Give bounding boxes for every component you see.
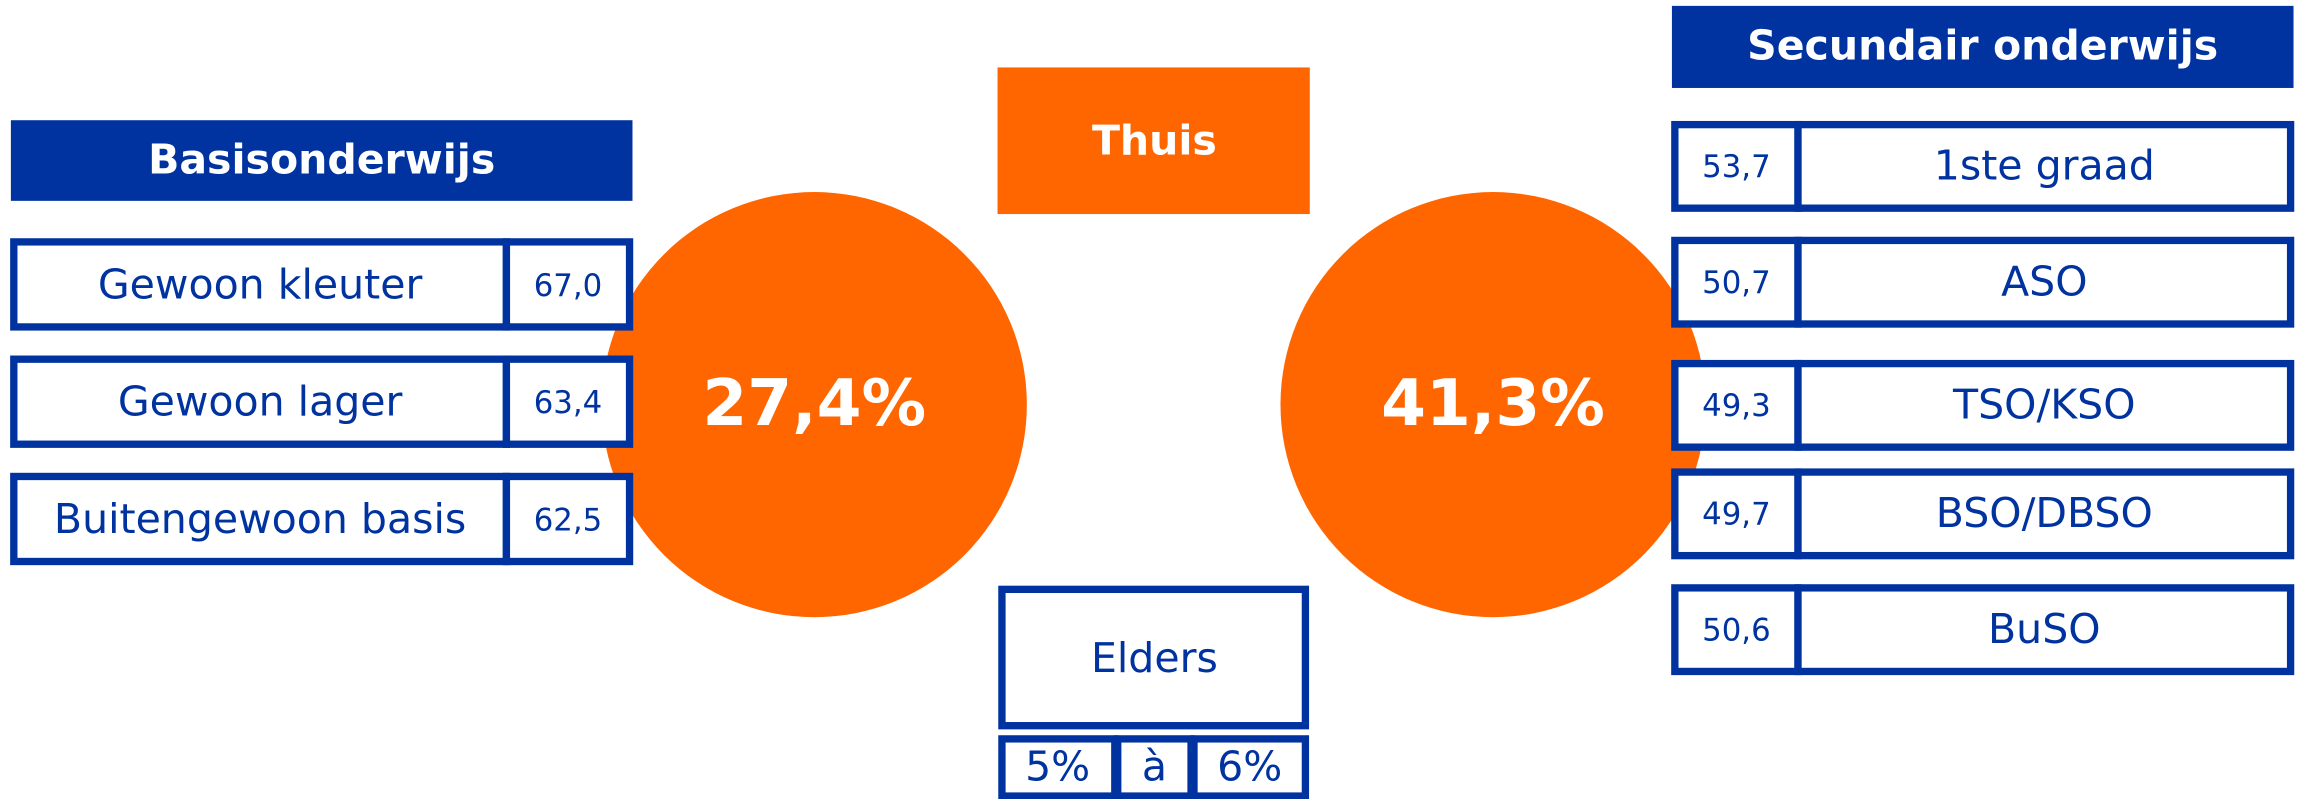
row-label: 1ste graad (1934, 142, 2155, 190)
row-label: Buitengewoon basis (54, 495, 466, 543)
row-value: 63,4 (534, 385, 603, 421)
row-label: ASO (2001, 257, 2087, 305)
row-value: 50,7 (1702, 265, 1771, 301)
row-value-box (502, 238, 634, 331)
left-percentage: 27,4% (702, 366, 926, 441)
row-value: 49,3 (1702, 388, 1771, 424)
row-value: 67,0 (534, 268, 603, 304)
home-box (997, 67, 1310, 215)
row-label-box (10, 472, 511, 566)
row-label-box (1794, 359, 2295, 451)
row-value: 62,5 (534, 502, 603, 538)
row-value: 53,7 (1702, 149, 1771, 185)
left-title: Basisonderwijs (148, 136, 495, 184)
row-value: 50,6 (1702, 612, 1771, 648)
home-label: Thuis (1092, 117, 1217, 165)
range-text: 5% (1025, 743, 1090, 791)
row-value-box (502, 472, 634, 566)
range-text: à (1142, 743, 1167, 791)
right-percentage: 41,3% (1381, 366, 1605, 441)
row-label-box (1794, 584, 2295, 676)
left-circle (601, 192, 1027, 618)
row-value-box (1671, 584, 1802, 676)
rows: Gewoon kleuter 67,0 Gewoon lager 63,4 Buiten… (10, 120, 2295, 676)
row-label: Gewoon kleuter (98, 260, 423, 308)
range-text: 6% (1217, 743, 1282, 791)
row-label: BSO/DBSO (1936, 489, 2153, 537)
right-circle (1280, 192, 1706, 618)
elsewhere-label: Elders (1091, 634, 1218, 682)
row-value: 49,7 (1702, 497, 1771, 533)
row-label: BuSO (1988, 605, 2101, 653)
row-label: TSO/KSO (1952, 381, 2135, 429)
right-title: Secundair onderwijs (1747, 21, 2218, 69)
elsewhere-box (998, 585, 1310, 730)
left-header (10, 120, 633, 201)
row-label-box (10, 355, 511, 448)
row-label-box (1794, 468, 2295, 560)
row-label-box (1794, 236, 2295, 328)
row-label: Gewoon lager (118, 378, 403, 426)
row-label-box (10, 238, 511, 331)
row-value-box (502, 355, 634, 448)
right-header (1671, 5, 2294, 88)
row-label-box (1794, 120, 2295, 212)
range-box (1190, 735, 1310, 799)
